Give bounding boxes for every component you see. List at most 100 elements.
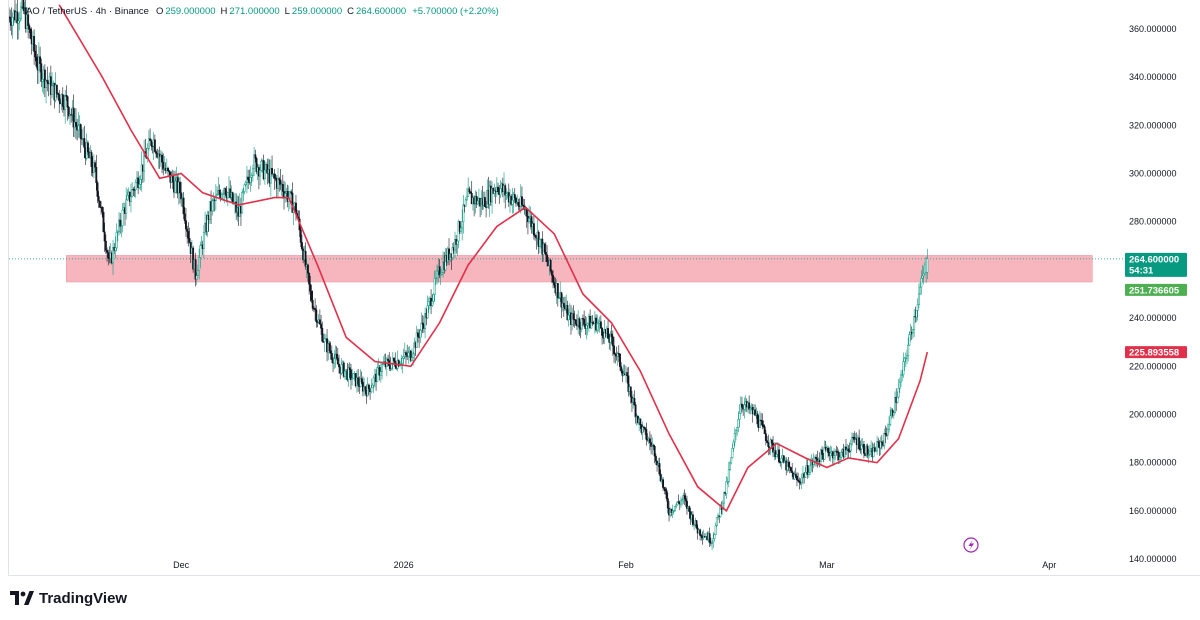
candle-body (153, 139, 156, 152)
candle-body (376, 367, 379, 383)
candle-body (909, 332, 912, 335)
candle-body (904, 357, 907, 360)
candle-body (440, 272, 443, 275)
candle-body (877, 441, 880, 443)
candle-body (451, 247, 454, 258)
candle-body (137, 177, 140, 189)
candle-body (879, 441, 882, 449)
candle-body (543, 243, 546, 253)
candle-body (609, 333, 612, 343)
candle-body (253, 154, 256, 170)
candle-body (284, 193, 287, 198)
open-label: O (155, 6, 164, 17)
candle-body (528, 218, 531, 223)
candle-body (314, 308, 317, 311)
candle-body (538, 239, 541, 247)
candle-body (688, 506, 691, 512)
candle-body (695, 520, 698, 529)
candle-body (921, 275, 924, 279)
candle-body (665, 490, 668, 499)
candle-body (61, 94, 64, 107)
candle-body (116, 231, 119, 233)
candle-body (378, 367, 381, 376)
candle-body (791, 470, 794, 474)
candle-body (344, 370, 346, 377)
candle-body (880, 441, 883, 443)
candle-body (382, 363, 385, 365)
candle-body (161, 154, 163, 163)
candle-body (381, 364, 384, 372)
candle-body (756, 413, 759, 425)
candle-body (192, 247, 195, 270)
candle-body (513, 194, 516, 199)
candle-body (504, 185, 507, 196)
candle-body (387, 358, 389, 361)
candle-body (308, 272, 311, 285)
candle-body (613, 345, 615, 354)
candle-body (460, 227, 462, 232)
candle-body (130, 196, 132, 202)
candle-body (603, 329, 606, 339)
candle-body (359, 378, 362, 387)
candle-body (754, 409, 757, 416)
candle-body (596, 323, 599, 331)
y-tick-label: 240.000000 (1129, 313, 1177, 323)
tradingview-branding[interactable]: TradingView (10, 588, 127, 608)
candle-body (884, 432, 887, 435)
chart-frame[interactable]: 360.000000 340.000000 320.000000 300.000000… (8, 0, 1200, 576)
candle-body (642, 426, 645, 429)
candle-body (421, 322, 424, 325)
candle-body (544, 252, 547, 256)
candle-body (913, 316, 916, 330)
candle-body (168, 170, 171, 173)
candle-body (102, 211, 105, 233)
candle-body (691, 514, 694, 525)
candle-body (226, 192, 229, 199)
candle-body (104, 240, 107, 251)
price-chart[interactable]: 360.000000 340.000000 320.000000 300.000000… (9, 0, 1200, 576)
candle-body (793, 474, 796, 480)
candle-body (370, 387, 373, 392)
candle-body (866, 445, 869, 456)
candle-body (271, 168, 274, 175)
candle-body (121, 209, 124, 226)
candle-body (462, 204, 465, 222)
candle-body (906, 355, 908, 359)
candle-body (318, 319, 321, 325)
candle-body (439, 274, 442, 276)
candle-body (29, 29, 32, 39)
candle-body (920, 277, 923, 288)
candle-body (262, 160, 265, 180)
candle-body (859, 448, 862, 450)
candle-body (254, 154, 257, 159)
candle-body (66, 96, 69, 108)
candle-body (469, 191, 472, 194)
candle-body (402, 356, 405, 359)
candle-body (412, 353, 415, 358)
candle-body (908, 334, 911, 346)
candle-body (250, 175, 253, 178)
low-label: L (284, 6, 290, 17)
candle-body (107, 252, 110, 258)
candle-body (218, 190, 221, 195)
candle-body (658, 463, 661, 475)
candle-body (101, 207, 104, 213)
candle-body (342, 362, 345, 377)
candle-body (244, 182, 247, 185)
candle-body (281, 184, 284, 192)
candle-body (590, 322, 593, 329)
candle-body (114, 247, 117, 251)
candle-body (585, 325, 588, 329)
candle-body (778, 449, 780, 463)
candle-body (243, 184, 246, 192)
candle-body (794, 474, 797, 477)
candle-body (150, 140, 153, 147)
candle-body (883, 432, 886, 446)
candle-body (868, 450, 871, 455)
candle-body (352, 373, 355, 379)
candle-body (798, 480, 801, 483)
candle-body (90, 152, 93, 167)
candle-body (517, 201, 520, 207)
candle-body (815, 456, 818, 460)
candle-body (187, 231, 190, 239)
